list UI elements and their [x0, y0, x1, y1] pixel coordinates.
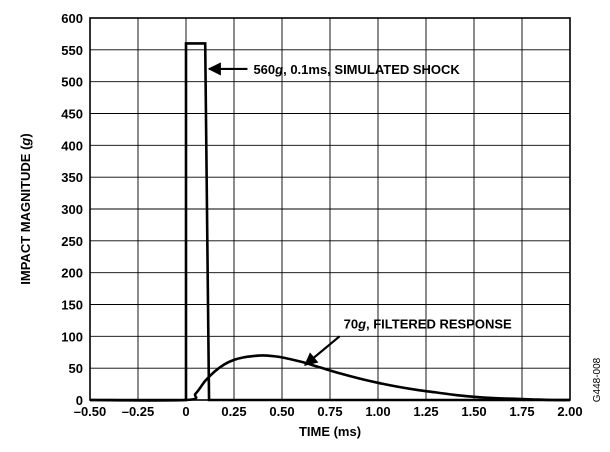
x-tick-label: 0 — [182, 404, 189, 419]
y-tick-label: 150 — [61, 298, 83, 313]
y-tick-label: 550 — [61, 43, 83, 58]
y-tick-label: 400 — [61, 138, 83, 153]
y-tick-label: 0 — [76, 393, 83, 408]
shock-label-unit: g — [274, 62, 283, 77]
x-tick-label: 0.75 — [317, 404, 342, 419]
y-tick-label: 600 — [61, 11, 83, 26]
y-tick-label: 500 — [61, 75, 83, 90]
y-tick-label: 50 — [69, 361, 83, 376]
response-label-text: , FILTERED RESPONSE — [366, 316, 512, 331]
y-axis-title: IMPACT MAGNITUDE (g) — [18, 133, 33, 284]
shock-label-value: 560 — [253, 62, 275, 77]
x-axis-title: TIME (ms) — [299, 424, 361, 439]
x-tick-label: 1.00 — [365, 404, 390, 419]
x-tick-label: 1.25 — [413, 404, 438, 419]
y-tick-label: 350 — [61, 170, 83, 185]
y-tick-label: 200 — [61, 266, 83, 281]
y-axis-title-unit: g — [18, 138, 33, 147]
response-label-unit: g — [357, 316, 366, 331]
y-tick-label: 300 — [61, 202, 83, 217]
y-axis-title-suffix: ) — [18, 133, 33, 137]
response-label-value: 70 — [344, 316, 358, 331]
x-tick-label: 1.50 — [461, 404, 486, 419]
y-axis-title-prefix: IMPACT MAGNITUDE ( — [18, 145, 33, 285]
x-tick-label: 2.00 — [557, 404, 582, 419]
x-tick-label: 0.25 — [221, 404, 246, 419]
response-label-arrow — [305, 336, 340, 365]
x-tick-label: 1.75 — [509, 404, 534, 419]
shock-label-text: , 0.1ms, SIMULATED SHOCK — [283, 62, 460, 77]
y-tick-label: 250 — [61, 234, 83, 249]
x-tick-label: –0.25 — [122, 404, 155, 419]
x-tick-label: 0.50 — [269, 404, 294, 419]
y-tick-label: 100 — [61, 329, 83, 344]
figure-code: G448-008 — [592, 357, 603, 402]
y-tick-label: 450 — [61, 107, 83, 122]
shock-label: 560g, 0.1ms, SIMULATED SHOCK — [253, 62, 460, 77]
response-label: 70g, FILTERED RESPONSE — [344, 316, 512, 331]
